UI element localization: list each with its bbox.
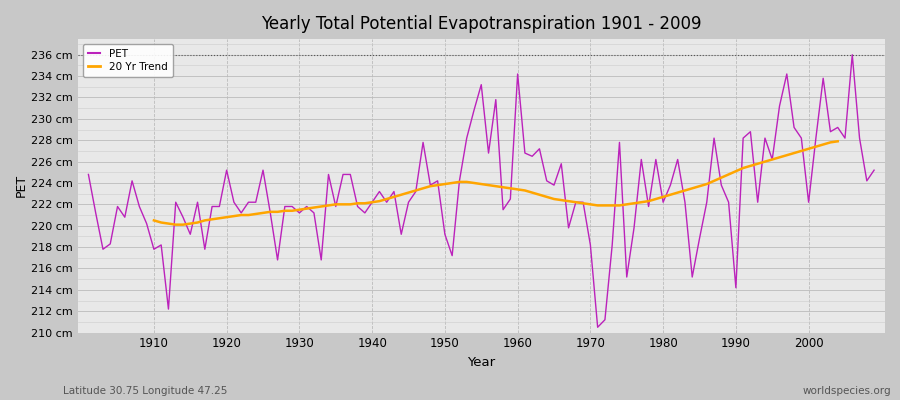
Title: Yearly Total Potential Evapotranspiration 1901 - 2009: Yearly Total Potential Evapotranspiratio… <box>261 15 701 33</box>
Y-axis label: PET: PET <box>15 174 28 197</box>
Text: Latitude 30.75 Longitude 47.25: Latitude 30.75 Longitude 47.25 <box>63 386 228 396</box>
Legend: PET, 20 Yr Trend: PET, 20 Yr Trend <box>83 44 173 78</box>
X-axis label: Year: Year <box>467 356 495 369</box>
Text: worldspecies.org: worldspecies.org <box>803 386 891 396</box>
